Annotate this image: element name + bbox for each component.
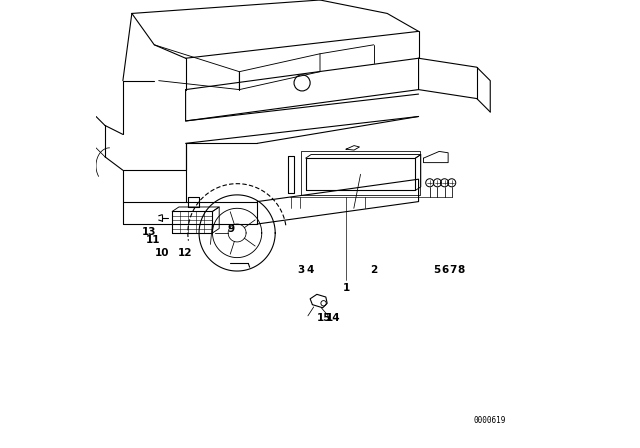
Text: 8: 8 [457,265,464,275]
Text: 12: 12 [177,248,192,258]
Text: 0000619: 0000619 [473,416,506,425]
Text: 14: 14 [326,313,340,323]
Text: 1: 1 [342,283,349,293]
Text: 4: 4 [306,265,314,275]
Text: 6: 6 [441,265,448,275]
Text: 7: 7 [449,265,456,275]
Text: 5: 5 [433,265,440,275]
Text: 2: 2 [370,265,378,275]
Text: 9: 9 [228,224,235,234]
Text: 11: 11 [146,235,161,245]
Text: 13: 13 [141,227,156,237]
Text: 15: 15 [316,313,331,323]
Text: 10: 10 [155,248,170,258]
Text: 3: 3 [298,265,305,275]
